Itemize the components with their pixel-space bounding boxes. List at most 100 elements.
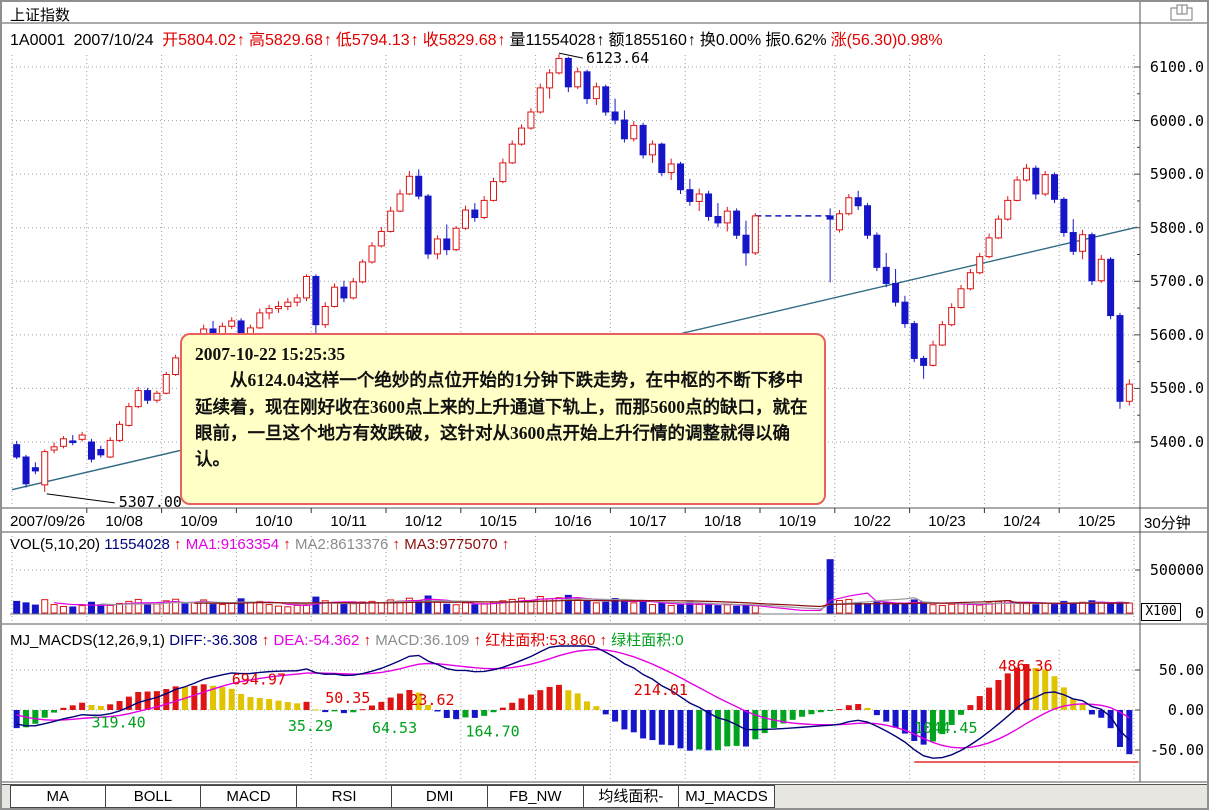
date-label: 10/18 bbox=[704, 513, 742, 530]
annotation-note: 2007-10-22 15:25:35 从6124.04这样一个绝妙的点位开始的… bbox=[180, 333, 826, 505]
volume-panel-header: VOL(5,10,20) 11554028 ↑ MA1:9163354 ↑ MA… bbox=[10, 536, 509, 553]
up-arrow-icon: ↑ bbox=[410, 32, 419, 49]
macd-tick-label: 0.00 bbox=[1167, 701, 1204, 719]
up-arrow-icon: ↑ bbox=[473, 632, 482, 649]
panel-borders bbox=[2, 2, 1207, 783]
macd-value: MACD:36.109 bbox=[375, 632, 470, 649]
low-price-label: 5307.00 bbox=[119, 493, 182, 511]
volume-tick-label: 500000 bbox=[1149, 561, 1204, 579]
up-arrow-icon: ↑ bbox=[599, 632, 607, 649]
tab-3[interactable]: MACD bbox=[201, 785, 297, 808]
date-label: 10/16 bbox=[554, 513, 592, 530]
macd-diff: DIFF:-36.308 bbox=[169, 632, 258, 649]
macd-area-label: 23.62 bbox=[409, 691, 454, 709]
macd-area-label: 35.29 bbox=[288, 717, 333, 735]
price-tick-label: 5900.0 bbox=[1149, 165, 1204, 184]
up-arrow-icon: ↑ bbox=[283, 536, 291, 553]
vol-indicator-name: VOL(5,10,20) bbox=[10, 536, 101, 553]
date-axis: 2007/09/26 10/08 10/09 10/10 10/11 10/12 10/15… bbox=[10, 508, 1115, 530]
vol-value: 11554028 bbox=[104, 536, 170, 553]
date-label: 10/15 bbox=[479, 513, 517, 530]
quote-field: 开5804.02 bbox=[162, 32, 236, 49]
macd-green-area: 绿柱面积:0 bbox=[611, 632, 684, 649]
date-label: 10/10 bbox=[255, 513, 293, 530]
peak-price-label: 6123.64 bbox=[586, 49, 649, 67]
tab-6[interactable]: FB_NW bbox=[487, 785, 584, 808]
window-icon[interactable] bbox=[1168, 4, 1198, 22]
quote-info-bar: 1A0001 2007/10/24 开5804.02↑ 高5829.68↑ 低579… bbox=[10, 26, 951, 50]
macd-tick-label: 50.00 bbox=[1158, 661, 1204, 679]
macd-tick-label: -50.00 bbox=[1149, 741, 1204, 759]
up-arrow-icon: ↑ bbox=[501, 536, 510, 553]
macd-area-label: 64.53 bbox=[372, 719, 417, 737]
tab-5[interactable]: DMI bbox=[392, 785, 488, 808]
up-arrow-icon: ↑ bbox=[596, 32, 605, 49]
quote-field: 振0.62% bbox=[765, 32, 827, 49]
date-label: 10/22 bbox=[853, 513, 891, 530]
macd-area-label: 164.70 bbox=[465, 722, 519, 740]
macd-area-label: 214.01 bbox=[634, 681, 688, 699]
tab-1[interactable]: MA bbox=[10, 785, 106, 808]
up-arrow-icon: ↑ bbox=[687, 32, 696, 49]
vol-ma2: MA2:8613376 bbox=[294, 536, 389, 553]
vol-ma3: MA3:9775070 bbox=[404, 536, 498, 553]
quote-field: 量11554028 bbox=[509, 32, 596, 49]
macd-area-label: 1044.45 bbox=[914, 719, 977, 737]
date-label: 10/25 bbox=[1078, 513, 1116, 530]
date-label: 10/17 bbox=[629, 513, 667, 530]
quote-field: 收5829.68 bbox=[422, 32, 497, 49]
quote-field: 高5829.68 bbox=[249, 32, 323, 49]
volume-unit-badge: X100 bbox=[1141, 603, 1181, 621]
price-tick-label: 5600.0 bbox=[1149, 325, 1204, 344]
dea-line bbox=[16, 648, 1130, 749]
tab-8[interactable]: MJ_MACDS bbox=[679, 785, 775, 808]
date-label: 10/24 bbox=[1003, 513, 1041, 530]
quote-field: 低5794.13 bbox=[335, 32, 410, 49]
date-label: 10/09 bbox=[180, 513, 218, 530]
tab-4[interactable]: RSI bbox=[296, 785, 393, 808]
diff-line bbox=[16, 645, 1130, 759]
macd-area-label: 319.40 bbox=[91, 714, 145, 732]
macd-dea: DEA:-54.362 bbox=[273, 632, 360, 649]
up-arrow-icon: ↑ bbox=[392, 536, 401, 553]
macd-panel-header: MJ_MACDS(12,26,9,1) DIFF:-36.308 ↑ DEA:-… bbox=[10, 629, 684, 650]
macd-red-area: 红柱面积:53.860 bbox=[485, 632, 596, 649]
volume-ma-line bbox=[194, 599, 1130, 608]
candlesticks bbox=[13, 54, 1133, 492]
tab-2[interactable]: BOLL bbox=[105, 785, 202, 808]
macd-indicator-name: MJ_MACDS(12,26,9,1) bbox=[10, 632, 166, 649]
date-label: 10/23 bbox=[928, 513, 966, 530]
indicator-tab-bar: MA BOLL MACD RSI DMI FB_NW 均线面积- MJ_MACDS bbox=[2, 784, 1207, 808]
quote-date: 2007/10/24 bbox=[73, 32, 154, 49]
axis-ticks bbox=[1134, 66, 1140, 751]
macd-area-label: 50.35 bbox=[325, 689, 370, 707]
tab-7[interactable]: 均线面积- bbox=[583, 785, 680, 808]
quote-fields: 开5804.02↑ 高5829.68↑ 低5794.13↑ 收5829.68↑ 量115… bbox=[162, 32, 947, 49]
date-label: 10/08 bbox=[105, 513, 143, 530]
vol-ma1: MA1:9163354 bbox=[185, 536, 280, 553]
price-tick-label: 6000.0 bbox=[1149, 111, 1204, 130]
date-label: 10/11 bbox=[330, 513, 366, 530]
price-tick-label: 5800.0 bbox=[1149, 218, 1204, 237]
quote-field: 额1855160 bbox=[608, 32, 687, 49]
volume-bars bbox=[13, 559, 1133, 614]
up-arrow-icon: ↑ bbox=[497, 32, 506, 49]
annotation-timestamp: 2007-10-22 15:25:35 bbox=[195, 344, 346, 364]
macd-histogram bbox=[13, 664, 1133, 755]
page-title: 上证指数 bbox=[10, 7, 71, 24]
price-tick-label: 6100.0 bbox=[1149, 58, 1204, 76]
price-tick-label: 5700.0 bbox=[1149, 272, 1204, 291]
stock-code: 1A0001 bbox=[10, 32, 66, 49]
up-arrow-icon: ↑ bbox=[363, 632, 372, 649]
macd-area-label: 694.97 bbox=[232, 670, 286, 688]
volume-tick-label: 0 bbox=[1194, 604, 1204, 622]
quote-field: 换0.00% bbox=[699, 32, 762, 49]
period-label[interactable]: 30分钟 bbox=[1144, 515, 1191, 532]
annotation-body: 从6124.04这样一个绝妙的点位开始的1分钟下跌走势，在中枢的不断下移中延续着… bbox=[195, 370, 808, 469]
date-label: 10/19 bbox=[779, 513, 817, 530]
date-label: 10/12 bbox=[405, 513, 443, 530]
date-label: 2007/09/26 bbox=[10, 513, 85, 530]
up-arrow-icon: ↑ bbox=[237, 32, 245, 49]
price-tick-label: 5500.0 bbox=[1149, 379, 1204, 398]
